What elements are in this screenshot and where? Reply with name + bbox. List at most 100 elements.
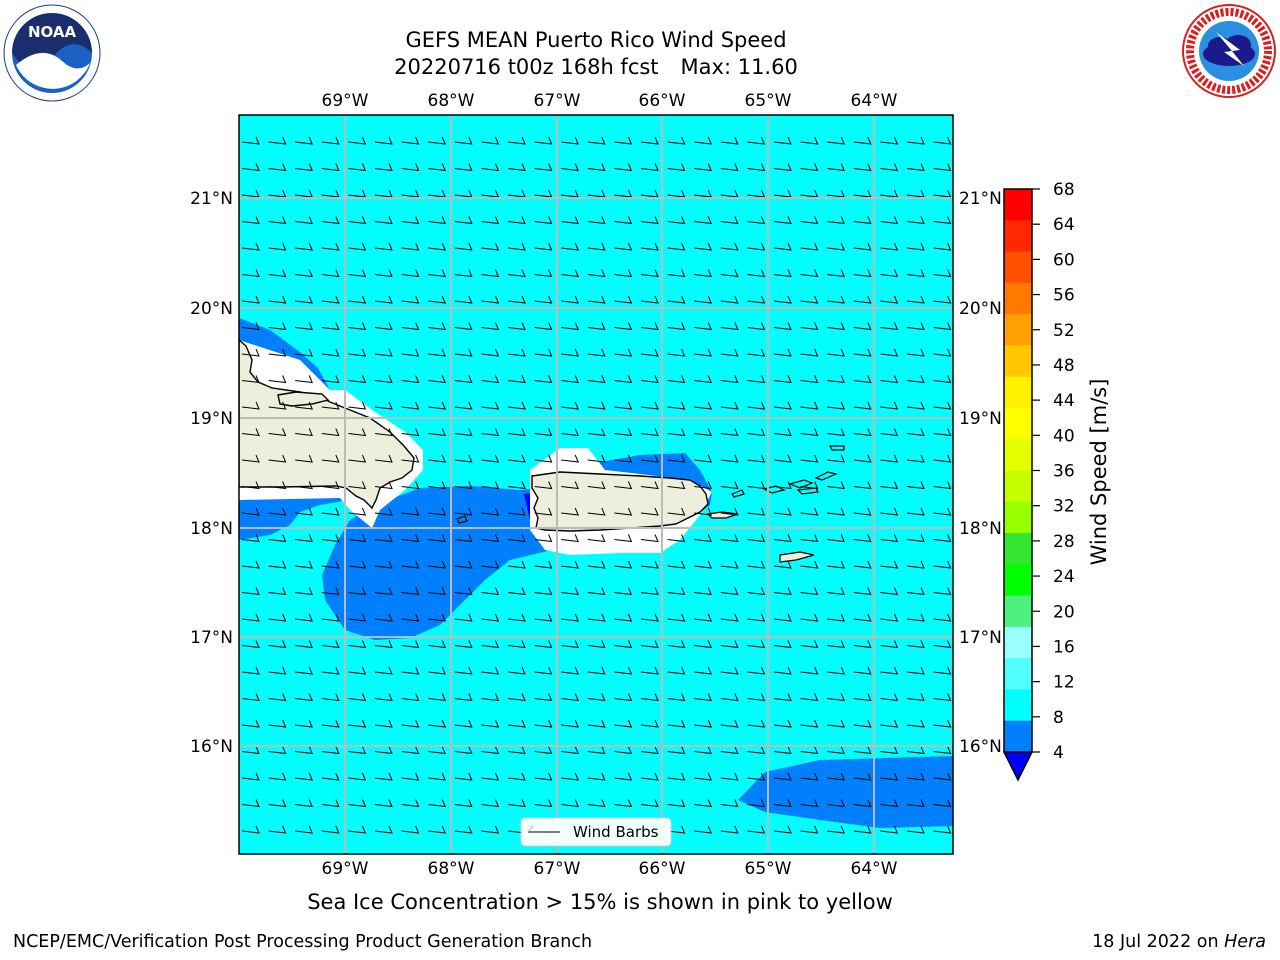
wind-barb <box>348 560 367 569</box>
wind-barb <box>800 640 819 649</box>
wind-barb <box>587 507 606 516</box>
wind-barb <box>853 534 872 543</box>
wind-barb <box>773 375 792 384</box>
wind-barb <box>374 401 393 410</box>
wind-barb <box>933 640 952 649</box>
wind-barb <box>827 454 846 463</box>
wind-barb <box>428 428 447 437</box>
wind-barb <box>747 216 766 225</box>
wind-barb <box>561 295 580 304</box>
wind-barb <box>348 322 367 331</box>
puerto-rico-land <box>531 471 709 532</box>
wind-barb <box>800 269 819 278</box>
colorbar-cell <box>1004 189 1032 221</box>
wind-barb <box>241 375 260 384</box>
wind-barb <box>640 746 659 755</box>
wind-barb <box>880 587 899 596</box>
wind-barb <box>906 560 925 569</box>
wind-barb <box>268 613 287 622</box>
wind-barb <box>241 613 260 622</box>
wind-barb <box>827 693 846 702</box>
wind-barb <box>720 772 739 781</box>
wind-barb <box>720 640 739 649</box>
wind-barb <box>800 348 819 357</box>
wind-barb <box>747 799 766 808</box>
wind-barb <box>561 454 580 463</box>
wind-barb <box>827 216 846 225</box>
wind-barb <box>481 825 500 834</box>
wind-barb <box>561 534 580 543</box>
wind-barb <box>667 401 686 410</box>
wind-barb <box>747 560 766 569</box>
wind-barb <box>587 640 606 649</box>
bottom-lon-label: 69°W <box>322 859 369 879</box>
wind-barb <box>694 295 713 304</box>
wind-barb <box>853 666 872 675</box>
wind-barb <box>667 825 686 834</box>
wind-barb <box>800 507 819 516</box>
wind-barb <box>587 772 606 781</box>
wind-barb <box>827 322 846 331</box>
wind-barb <box>827 799 846 808</box>
colorbar-tick-label: 16 <box>1053 637 1075 657</box>
wind-barb <box>374 507 393 516</box>
wind-barb <box>880 242 899 251</box>
wind-barb <box>694 560 713 569</box>
wind-barb <box>507 269 526 278</box>
wind-barb <box>773 587 792 596</box>
wind-barb <box>747 401 766 410</box>
wind-barb <box>374 560 393 569</box>
wind-barb <box>534 560 553 569</box>
wind-barb <box>906 640 925 649</box>
wind-barb <box>800 322 819 331</box>
wind-barb <box>587 401 606 410</box>
wind-barb <box>694 348 713 357</box>
wind-barb <box>640 799 659 808</box>
wind-barb <box>694 587 713 596</box>
wind-barb <box>694 401 713 410</box>
wind-barb <box>268 428 287 437</box>
wind-barb <box>773 666 792 675</box>
wind-barb <box>348 401 367 410</box>
wind-barb <box>428 613 447 622</box>
wind-barb <box>241 772 260 781</box>
wind-barb <box>853 825 872 834</box>
wind-barb <box>720 534 739 543</box>
wind-barb <box>667 375 686 384</box>
wind-barb <box>694 746 713 755</box>
wind-barb <box>401 242 420 251</box>
wind-barb <box>587 375 606 384</box>
wind-barb <box>827 163 846 172</box>
wind-barb <box>614 136 633 145</box>
wind-barb <box>241 242 260 251</box>
wind-barb <box>800 375 819 384</box>
wind-barb <box>348 772 367 781</box>
colorbar-cell <box>1004 564 1032 597</box>
footer-date-text: 18 Jul 2022 on <box>1092 932 1219 952</box>
wind-barb <box>933 163 952 172</box>
wind-barb <box>906 719 925 728</box>
wind-barb <box>507 454 526 463</box>
wind-barb <box>720 799 739 808</box>
wind-barb <box>827 560 846 569</box>
wind-barb <box>268 401 287 410</box>
wind-barb <box>321 428 340 437</box>
wind-barb <box>295 640 314 649</box>
wind-barb <box>321 534 340 543</box>
colorbar-cell <box>1004 720 1032 753</box>
mona-island <box>456 515 468 524</box>
colorbar-cells <box>1004 189 1032 753</box>
wind-barb <box>880 719 899 728</box>
wind-barb <box>694 613 713 622</box>
wind-barb <box>534 163 553 172</box>
wind-barb <box>720 719 739 728</box>
wind-barb <box>880 799 899 808</box>
wind-barb <box>880 481 899 490</box>
wind-barb <box>640 428 659 437</box>
wind-barb <box>933 613 952 622</box>
wind-barb <box>587 481 606 490</box>
wind-4-8-region-southeast <box>738 756 953 828</box>
wind-barb <box>401 322 420 331</box>
wind-barb <box>534 587 553 596</box>
wind-barb <box>640 163 659 172</box>
